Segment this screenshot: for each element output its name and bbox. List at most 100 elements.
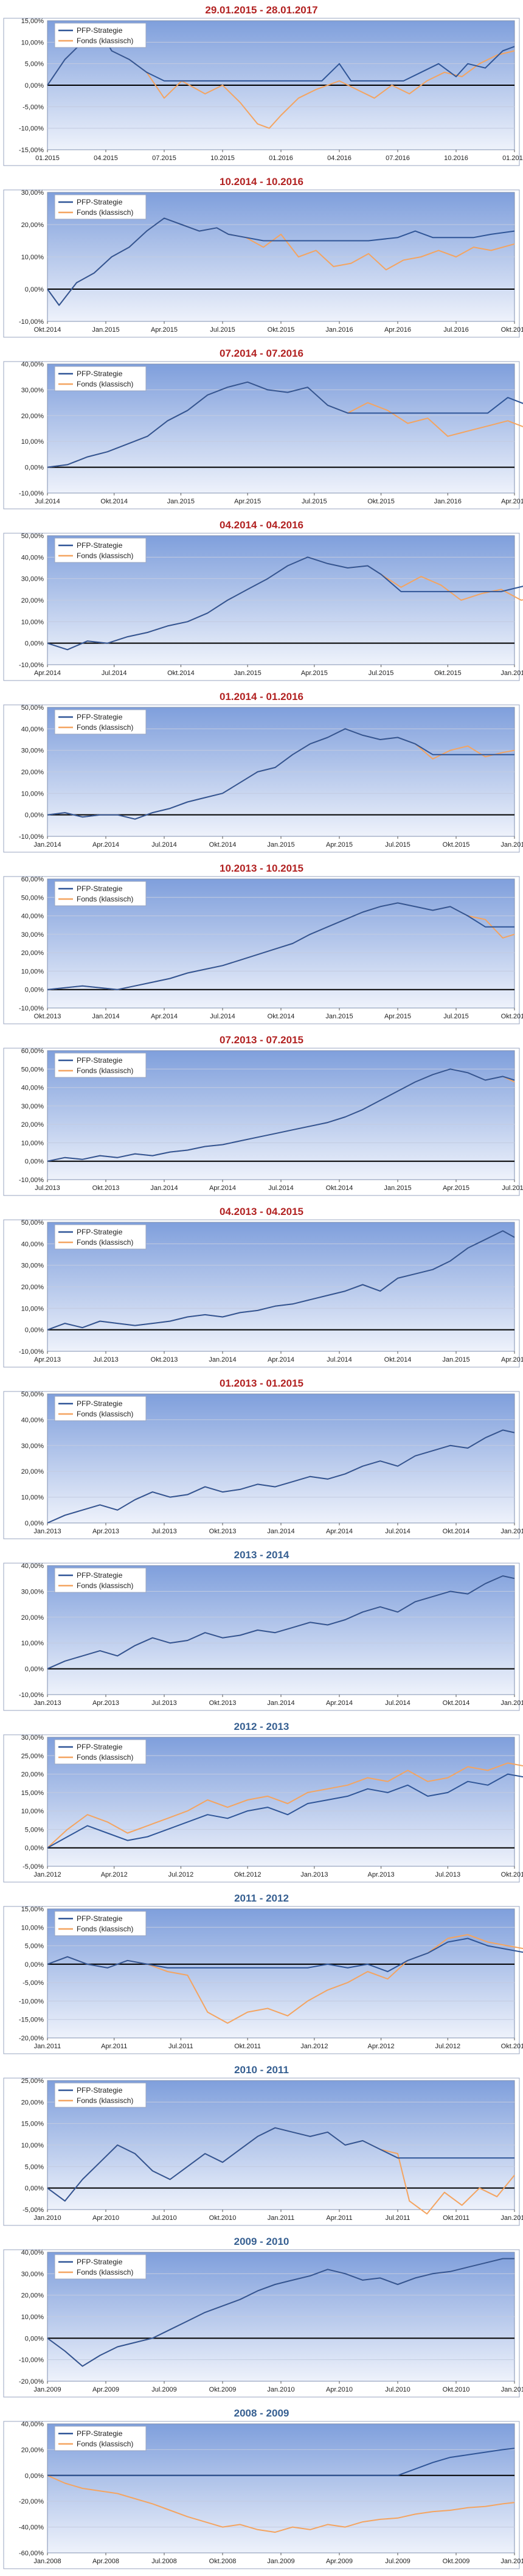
series-line-fonds-klassisch [47, 1762, 523, 1849]
legend-box [54, 709, 147, 735]
y-tick-label: 40,00% [21, 1563, 44, 1570]
x-tick-label: Apr.2015 [501, 1356, 523, 1363]
y-tick-label: -5,00% [23, 1979, 44, 1987]
y-tick-label: 50,00% [21, 1066, 44, 1073]
series-line-pfp-strategie [47, 1230, 515, 1331]
legend-label-fonds: Fonds (klassisch) [77, 1238, 133, 1247]
legend-box [54, 23, 147, 48]
y-tick-label: 60,00% [21, 876, 44, 883]
x-tick-label: 04.2016 [327, 155, 352, 162]
x-tick-label: Jul.2013 [435, 1871, 460, 1878]
legend-label-strategie: PFP-Strategie [77, 541, 123, 550]
chart-title: 07.2014 - 07.2016 [220, 348, 303, 359]
legend-box [54, 1911, 147, 1936]
chart-svg: 2010 - 2011 -5,00% 0,00% 5,00% 10,00% 15,00% 2… [3, 2064, 523, 2226]
x-tick-label: Okt.2014 [209, 841, 237, 849]
legend-label-strategie: PFP-Strategie [77, 2258, 123, 2266]
x-tick-label: Jul.2014 [210, 1013, 235, 1020]
x-tick-label: Apr.2014 [92, 841, 119, 849]
x-tick-label: Jul.2015 [302, 498, 327, 505]
x-tick-label: 10.2015 [210, 155, 235, 162]
y-tick-label: 50,00% [21, 1391, 44, 1398]
y-tick-label: 30,00% [21, 931, 44, 939]
series-line-pfp-strategie [47, 217, 515, 306]
x-tick-label: Okt.2016 [501, 326, 523, 334]
x-tick-label: Apr.2012 [101, 1871, 128, 1878]
legend-box [54, 366, 147, 391]
chart-title: 2008 - 2009 [234, 2407, 289, 2419]
y-tick-label: 0,00% [25, 1666, 44, 1673]
series-line-pfp-strategie [47, 2448, 515, 2476]
chart-svg: 2009 - 2010 -20,00% -10,00% 0,00% 10,00% 20,0… [3, 2236, 523, 2398]
x-tick-label: Okt.2015 [268, 326, 295, 334]
x-tick-label: Apr.2014 [151, 1013, 178, 1020]
x-tick-label: Apr.2014 [326, 1528, 353, 1535]
legend-box [54, 194, 147, 220]
y-tick-label: 0,00% [25, 987, 44, 994]
series-line-pfp-strategie [47, 1773, 523, 1849]
y-tick-label: 10,00% [21, 968, 44, 975]
x-tick-label: Apr.2015 [443, 1185, 469, 1192]
y-tick-label: 40,00% [21, 1241, 44, 1248]
x-tick-label: Apr.2013 [368, 1871, 395, 1878]
x-tick-label: Apr.2015 [301, 670, 328, 677]
legend-label-strategie: PFP-Strategie [77, 713, 123, 721]
chart-panel: 07.2013 - 07.2015 -10,00% 0,00% 10,00% 20,00… [0, 1030, 523, 1202]
chart-panel: 2008 - 2009 -60,00% -40,00% -20,00% 0,00% 20,… [0, 2403, 523, 2575]
x-tick-label: Apr.2015 [234, 498, 261, 505]
chart-title: 2012 - 2013 [234, 1721, 289, 1732]
y-tick-label: -20,00% [19, 2378, 44, 2385]
chart-title: 07.2013 - 07.2015 [220, 1034, 303, 1046]
legend-label-fonds: Fonds (klassisch) [77, 37, 133, 45]
legend-label-fonds: Fonds (klassisch) [77, 1410, 133, 1418]
y-tick-label: -60,00% [19, 2550, 44, 2557]
y-tick-label: -10,00% [19, 125, 44, 133]
chart-svg: 2013 - 2014 -10,00% 0,00% 10,00% 20,00% 30,00… [3, 1549, 523, 1711]
y-tick-label: 5,00% [25, 1826, 44, 1833]
y-tick-label: 0,00% [25, 2473, 44, 2480]
y-tick-label: 30,00% [21, 387, 44, 394]
y-tick-label: 15,00% [21, 1790, 44, 1797]
x-tick-label: Jan.2014 [150, 1185, 178, 1192]
legend-label-fonds: Fonds (klassisch) [77, 895, 133, 903]
x-tick-label: Jan.2013 [300, 1871, 328, 1878]
y-tick-label: 5,00% [25, 1943, 44, 1950]
legend-label-fonds: Fonds (klassisch) [77, 208, 133, 217]
y-tick-label: 10,00% [21, 790, 44, 797]
x-tick-label: Apr.2015 [384, 1013, 411, 1020]
x-tick-label: 04.2015 [94, 155, 118, 162]
x-tick-label: Jan.2016 [500, 670, 523, 677]
y-tick-label: 50,00% [21, 894, 44, 901]
x-tick-label: 01.2016 [269, 155, 293, 162]
x-tick-label: Jan.2015 [442, 1356, 469, 1363]
chart-panel: 01.2013 - 01.2015 0,00% 10,00% 20,00% 30,00%… [0, 1373, 523, 1545]
chart-svg: 2011 - 2012 -20,00% -15,00% -10,00% -5,00% 0,… [3, 1892, 523, 2054]
x-tick-label: Apr.2013 [92, 1699, 119, 1707]
y-tick-label: 0,00% [25, 82, 44, 89]
x-tick-label: Jul.2013 [151, 1699, 177, 1707]
series-line-pfp-strategie [47, 1575, 515, 1670]
y-tick-label: 20,00% [21, 1614, 44, 1622]
x-tick-label: Jul.2011 [168, 2043, 193, 2050]
x-tick-label: Jul.2016 [443, 326, 469, 334]
x-tick-label: Apr.2015 [326, 841, 353, 849]
y-tick-label: 30,00% [21, 1262, 44, 1270]
legend-label-strategie: PFP-Strategie [77, 26, 123, 35]
y-tick-label: -10,00% [19, 1998, 44, 2005]
y-tick-label: 30,00% [21, 1103, 44, 1110]
y-tick-label: 30,00% [21, 747, 44, 755]
series-line-pfp-strategie [47, 556, 523, 651]
x-tick-label: Okt.2010 [443, 2386, 470, 2393]
x-tick-label: Jan.2015 [267, 841, 294, 849]
chart-svg: 10.2014 - 10.2016 -10,00% 0,00% 10,00% 20,00… [3, 176, 523, 338]
x-tick-label: Okt.2013 [151, 1356, 178, 1363]
x-tick-label: Jul.2015 [369, 670, 394, 677]
legend-label-strategie: PFP-Strategie [77, 1743, 123, 1751]
y-tick-label: 40,00% [21, 1085, 44, 1092]
chart-panel: 2009 - 2010 -20,00% -10,00% 0,00% 10,00% 20,0… [0, 2231, 523, 2403]
y-tick-label: 20,00% [21, 2292, 44, 2300]
chart-title: 2013 - 2014 [234, 1549, 289, 1561]
x-tick-label: Apr.2013 [34, 1356, 61, 1363]
x-tick-label: Apr.2012 [368, 2043, 395, 2050]
x-tick-label: Jul.2012 [168, 1871, 194, 1878]
